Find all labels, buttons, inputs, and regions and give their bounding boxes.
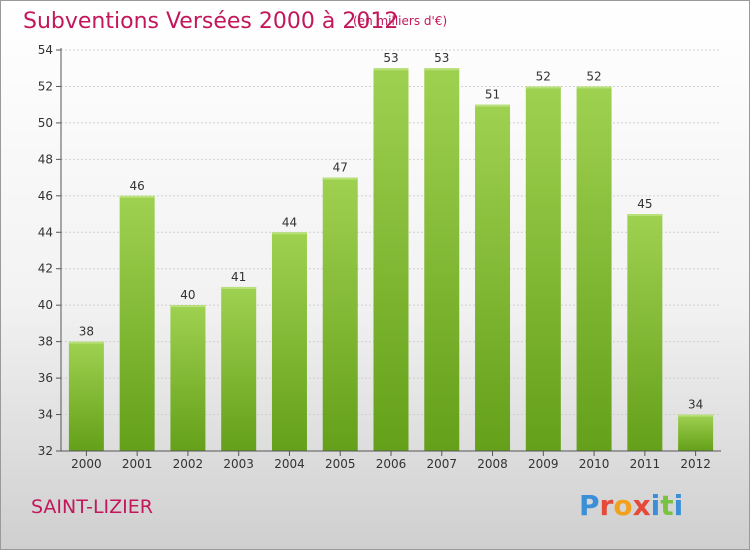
data-label: 41 [231, 270, 246, 284]
x-tick-label: 2004 [274, 457, 305, 471]
y-tick-label: 52 [38, 79, 53, 93]
chart-subtitle: (en milliers d'€) [353, 14, 448, 28]
y-tick-label: 46 [38, 189, 53, 203]
bar [576, 86, 612, 452]
axes [56, 48, 721, 456]
x-tick-label: 2005 [325, 457, 356, 471]
x-tick-label: 2001 [122, 457, 153, 471]
bar-highlight [525, 86, 561, 89]
bar-highlight [322, 177, 358, 180]
data-label: 44 [282, 215, 297, 229]
logo-letter: i [650, 489, 661, 522]
data-label: 52 [586, 69, 601, 83]
x-tick-label: 2007 [426, 457, 457, 471]
logo-letter: x [632, 489, 651, 522]
bar-highlight [424, 68, 460, 71]
logo-letter: i [673, 489, 684, 522]
x-tick-label: 2010 [579, 457, 610, 471]
y-tick-label: 36 [38, 371, 53, 385]
y-tick-label: 44 [38, 225, 53, 239]
bar-highlight [119, 195, 155, 198]
bar [68, 341, 104, 451]
x-tick-label: 2008 [477, 457, 508, 471]
x-tick-label: 2000 [71, 457, 102, 471]
bar-highlight [170, 305, 206, 308]
data-label: 53 [434, 51, 449, 65]
x-tick-label: 2002 [173, 457, 204, 471]
data-label: 45 [637, 197, 652, 211]
logo-letter: o [613, 489, 633, 522]
y-tick-label: 54 [38, 43, 53, 57]
x-tick-label: 2011 [630, 457, 661, 471]
data-label: 52 [536, 69, 551, 83]
logo-letter: t [660, 489, 674, 522]
bar [678, 414, 714, 451]
bar-highlight [475, 104, 511, 107]
bar [627, 214, 663, 451]
data-label: 47 [333, 161, 348, 175]
y-tick-label: 42 [38, 262, 53, 276]
y-tick-label: 38 [38, 335, 53, 349]
data-label: 38 [79, 325, 94, 339]
x-tick-label: 2003 [223, 457, 254, 471]
bar [271, 232, 307, 451]
data-label: 53 [383, 51, 398, 65]
commune-name: SAINT-LIZIER [31, 496, 153, 518]
data-label: 46 [130, 179, 145, 193]
x-tick-label: 2009 [528, 457, 559, 471]
y-tick-label: 40 [38, 298, 53, 312]
bars [68, 68, 714, 452]
bar [322, 177, 358, 451]
bar-highlight [271, 232, 307, 235]
labels: 32 34 36 38 40 42 44 46 48 50 52 54 38 2000 46 2001 40 20… [38, 43, 711, 471]
chart-title: Subventions Versées 2000 à 2012 [23, 9, 399, 34]
bar [525, 86, 561, 452]
bar [170, 305, 206, 451]
bar-highlight [68, 341, 104, 344]
proxiti-logo: Proxiti [579, 489, 683, 522]
bar-highlight [221, 286, 257, 289]
y-tick-label: 50 [38, 116, 53, 130]
bar-highlight [678, 414, 714, 417]
y-tick-label: 34 [38, 408, 53, 422]
logo-letter: P [579, 489, 600, 522]
x-tick-label: 2012 [680, 457, 711, 471]
bar-highlight [373, 68, 409, 71]
bar-highlight [627, 214, 663, 217]
bar [424, 68, 460, 452]
bar [373, 68, 409, 452]
bar-highlight [576, 86, 612, 89]
y-tick-label: 48 [38, 152, 53, 166]
data-label: 51 [485, 88, 500, 102]
logo-letter: r [599, 489, 614, 522]
data-label: 34 [688, 398, 703, 412]
bar [475, 104, 511, 451]
data-label: 40 [180, 288, 195, 302]
y-tick-label: 32 [38, 444, 53, 458]
x-tick-label: 2006 [376, 457, 407, 471]
bar [119, 195, 155, 451]
bar [221, 286, 257, 451]
